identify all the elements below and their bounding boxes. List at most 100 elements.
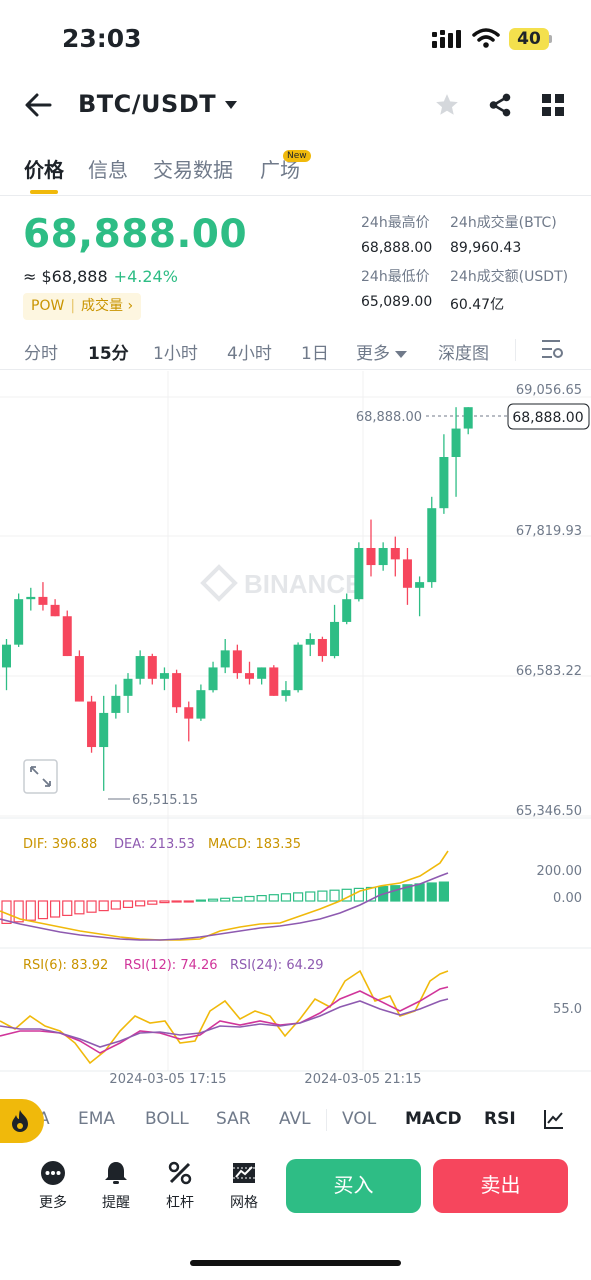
top-nav: BTC/USDT [0,80,591,130]
leverage-label: 杠杆 [166,1195,194,1211]
macd-bar [305,891,316,902]
star-icon[interactable] [434,92,460,118]
candle-body [99,712,109,748]
y-tick-label: 69,056.65 [516,383,582,398]
caret-down-icon[interactable] [224,100,238,110]
macd-bar [232,896,243,902]
tab-trade-data[interactable]: 交易数据 [153,158,233,182]
rsi24-line [0,998,449,1048]
more-action[interactable]: 更多 [28,1160,78,1212]
grid-label: 网格 [230,1195,258,1211]
macd-bar [207,898,219,902]
macd-bar [183,900,194,903]
candle-body [184,707,194,719]
new-badge: New [283,150,311,162]
candle-body [463,407,473,429]
macd-bar [37,900,49,920]
pow-label: POW [31,298,65,314]
y-tick-label: 67,819.93 [516,524,582,539]
more-label: 更多 [39,1195,67,1211]
grid-trading-icon [233,1163,255,1183]
tab-info[interactable]: 信息 [88,158,128,182]
battery-tip [549,35,552,43]
macd-bar [171,900,182,903]
content-tabs: 价格 信息 交易数据 广场 New [0,150,591,196]
candle-body [196,690,206,719]
candle-body [317,638,327,657]
indicator-ema[interactable]: EMA [78,1109,116,1129]
candle-body [147,656,157,679]
macd-bar [49,900,61,918]
candle-body [415,582,425,588]
macd-bar [414,883,425,902]
stat-high: 24h最高价 68,888.00 [361,215,433,256]
indicator-avl[interactable]: AVL [279,1109,311,1129]
candle-body [305,638,315,645]
tab-underline [30,190,58,194]
candle-body [378,547,388,566]
bell-icon [105,1162,127,1184]
candle-body [245,673,254,679]
buy-button[interactable]: 买入 [286,1159,421,1213]
indicator-vol[interactable]: VOL [342,1109,377,1129]
interval-more[interactable]: 更多 [356,339,408,364]
interval-depth[interactable]: 深度图 [438,344,489,364]
last-price: 68,888.00 [23,212,248,257]
grid-icon[interactable] [541,93,565,117]
battery-icon: 40 [509,28,549,50]
macd-bar [74,900,85,915]
indicator-settings-icon[interactable] [543,1108,565,1130]
home-indicator[interactable] [190,1260,401,1266]
more-icon [41,1161,65,1185]
indicator-rsi[interactable]: RSI [484,1109,516,1129]
pow-tag[interactable]: POW | 成交量 › [23,293,142,320]
candle-body [451,428,461,458]
leverage-action[interactable]: 杠杆 [155,1160,205,1212]
macd-bar [25,900,36,921]
interval-15m[interactable]: 15分 [88,344,129,364]
candle-body [208,667,218,691]
grid-action[interactable]: 网格 [219,1160,269,1212]
macd-tick-label: 200.00 [537,864,583,879]
divider [515,339,516,361]
pair-title[interactable]: BTC/USDT [78,90,217,118]
candlestick-chart[interactable]: BINANCE 69,056.65 67,819.93 66,583.22 65… [0,371,591,1091]
indicator-sar[interactable]: SAR [216,1109,251,1129]
candle-body [87,701,97,748]
interval-4h[interactable]: 4小时 [227,344,272,364]
candle-body [354,547,364,600]
volume-link: 成交量 › [81,298,134,314]
candle-body [402,559,412,588]
interval-bar: 分时 15分 1小时 4小时 1日 更多 深度图 [0,330,591,370]
candle-body [293,644,303,691]
candle-body [427,508,437,583]
macd-dif-line [0,850,449,941]
hot-button[interactable] [0,1099,44,1143]
share-icon[interactable] [487,92,513,118]
sell-button[interactable]: 卖出 [433,1159,568,1213]
indicator-boll[interactable]: BOLL [145,1109,189,1129]
tab-price[interactable]: 价格 [24,158,64,182]
macd-bar [293,892,304,902]
candle-body [14,599,24,645]
macd-bar [329,889,340,902]
indicator-bar: A EMA BOLL SAR AVL VOL MACD RSI [0,1097,591,1145]
alert-action[interactable]: 提醒 [91,1160,141,1212]
chart-settings-icon[interactable] [540,338,564,360]
indicator-macd[interactable]: MACD [405,1109,462,1129]
candle-body [257,667,267,679]
divider [326,1109,327,1131]
macd-bar [317,890,328,902]
interval-1d[interactable]: 1日 [301,344,329,364]
macd-bar [110,900,121,910]
interval-1h[interactable]: 1小时 [153,344,198,364]
candle-body [2,644,11,668]
y-tick-label: 65,346.50 [516,804,582,819]
candle-body [269,667,279,696]
interval-timeline[interactable]: 分时 [24,344,58,364]
expand-icon[interactable] [23,759,58,794]
tab-square[interactable]: 广场 [260,158,300,182]
fire-icon [12,1110,28,1132]
back-arrow-icon[interactable] [24,92,52,118]
stat-low: 24h最低价 65,089.00 [361,269,433,310]
